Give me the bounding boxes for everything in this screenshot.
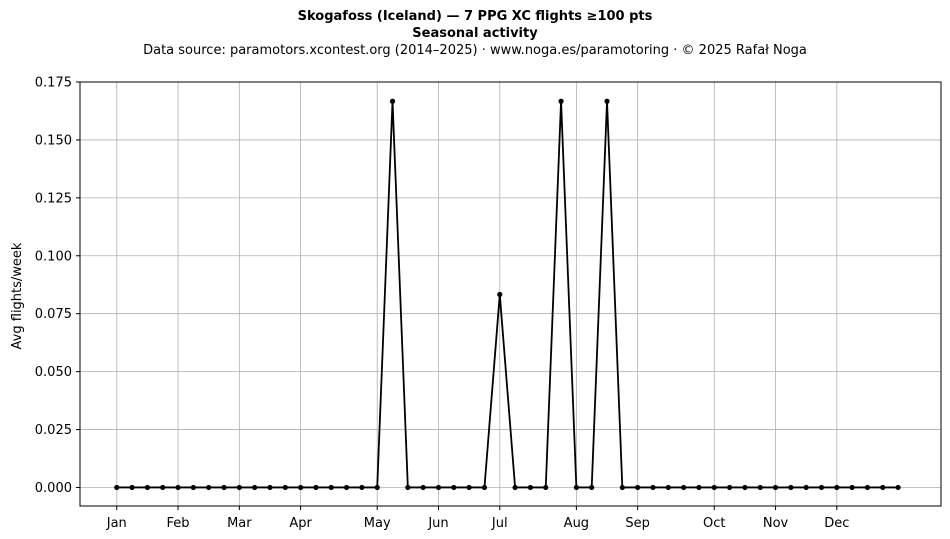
- data-point: [267, 484, 273, 491]
- data-point: [466, 484, 472, 491]
- data-point: [343, 484, 350, 491]
- data-point: [114, 484, 120, 491]
- data-point: [635, 484, 641, 491]
- data-point: [129, 484, 135, 491]
- data-point: [849, 484, 855, 491]
- y-tick-label: 0.125: [35, 191, 72, 206]
- x-tick-label: Jan: [106, 516, 127, 531]
- data-point: [359, 484, 365, 491]
- data-point: [298, 484, 304, 491]
- data-point: [543, 484, 549, 491]
- chart-title: Skogafoss (Iceland) — 7 PPG XC flights ≥…: [297, 9, 653, 24]
- data-point: [190, 484, 196, 491]
- y-tick-label: 0.175: [35, 76, 72, 91]
- x-tick-label: Sep: [625, 516, 650, 531]
- data-point: [757, 484, 763, 491]
- data-point: [221, 484, 227, 491]
- x-tick-label: Nov: [763, 516, 789, 531]
- data-point: [772, 484, 779, 491]
- data-point: [726, 484, 733, 491]
- data-point: [604, 98, 610, 104]
- data-point: [681, 484, 687, 491]
- data-point: [589, 484, 595, 491]
- data-point: [803, 484, 809, 491]
- data-point: [527, 484, 534, 491]
- data-point: [481, 484, 488, 491]
- y-tick-label: 0.100: [35, 249, 72, 264]
- data-point: [665, 484, 671, 491]
- data-point: [144, 484, 151, 491]
- y-tick-label: 0.025: [35, 423, 72, 438]
- data-point: [864, 484, 871, 491]
- x-tick-label: Jul: [491, 516, 508, 531]
- data-point: [206, 484, 212, 491]
- x-tick-label: Oct: [703, 516, 725, 531]
- series-layer: [114, 98, 901, 491]
- y-tick-label: 0.050: [35, 365, 72, 380]
- data-point: [512, 484, 518, 491]
- data-point: [313, 484, 319, 491]
- data-point: [451, 484, 457, 491]
- data-point: [328, 484, 334, 491]
- data-point: [818, 484, 825, 491]
- data-point: [236, 484, 242, 491]
- data-point: [435, 484, 442, 491]
- data-point: [405, 484, 411, 491]
- y-tick-label: 0.075: [35, 307, 72, 322]
- x-tick-label: Mar: [227, 516, 252, 531]
- data-point: [895, 484, 901, 491]
- data-point: [711, 484, 717, 491]
- data-point: [742, 484, 748, 491]
- y-tick-label: 0.000: [35, 481, 72, 496]
- grid-lines: [80, 81, 941, 506]
- data-point: [619, 484, 625, 491]
- plot-frame: [79, 81, 942, 507]
- data-point: [389, 98, 396, 104]
- y-axis-label: Avg flights/week: [10, 242, 25, 349]
- x-tick-label: Dec: [824, 516, 849, 531]
- data-point: [650, 484, 656, 491]
- data-point: [788, 484, 794, 491]
- data-point: [573, 484, 579, 491]
- y-tick-label: 0.150: [35, 133, 72, 148]
- data-point: [175, 484, 181, 491]
- data-point: [558, 98, 564, 104]
- data-point: [282, 484, 288, 491]
- data-point: [834, 484, 840, 491]
- axis-ticks: Jan Feb Mar Apr May Jun Jul Aug Sep Oct Nov Dec 0.00…: [35, 76, 850, 532]
- data-point: [420, 484, 426, 491]
- data-point: [696, 484, 702, 491]
- data-point: [252, 484, 258, 491]
- x-tick-label: Feb: [167, 516, 190, 531]
- data-point: [880, 484, 886, 491]
- chart-subtitle: Seasonal activity: [412, 26, 538, 41]
- series-line: [116, 100, 899, 489]
- data-point: [497, 291, 503, 298]
- data-point: [374, 484, 380, 491]
- x-tick-label: Jun: [427, 516, 448, 531]
- x-tick-label: Apr: [289, 516, 312, 531]
- chart-source-line: Data source: paramotors.xcontest.org (20…: [143, 43, 807, 58]
- x-tick-label: Aug: [564, 516, 589, 531]
- x-tick-label: May: [364, 516, 391, 531]
- data-point: [160, 484, 166, 491]
